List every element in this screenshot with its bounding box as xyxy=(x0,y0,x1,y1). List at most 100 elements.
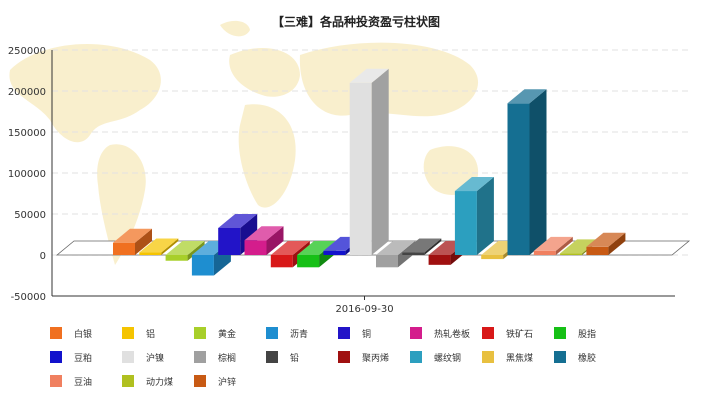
legend-label-19: 沪锌 xyxy=(218,376,236,388)
legend-item-7: 铁矿石 xyxy=(482,327,533,340)
legend-swatch-3 xyxy=(194,327,206,339)
bar-front-6 xyxy=(244,240,267,255)
world-map-watermark xyxy=(9,20,479,265)
legend-label-6: 热轧卷板 xyxy=(434,328,470,340)
legend-swatch-12 xyxy=(266,351,278,363)
y-tick-label-100000: 100000 xyxy=(8,169,46,180)
bar-side-10 xyxy=(371,68,389,255)
legend-item-6: 热轧卷板 xyxy=(410,327,470,340)
legend-label-2: 铝 xyxy=(146,328,155,340)
bar-17 xyxy=(533,236,573,255)
y-tick-label-250000: 250000 xyxy=(8,46,46,57)
legend-item-4: 沥青 xyxy=(266,327,308,340)
legend-swatch-11 xyxy=(194,351,206,363)
legend-item-15: 黑焦煤 xyxy=(482,351,533,364)
bar-front-13 xyxy=(428,255,451,265)
bar-front-3 xyxy=(165,255,188,261)
bar-19 xyxy=(586,232,626,255)
map-shape-1 xyxy=(97,144,146,265)
legend-swatch-15 xyxy=(482,351,494,363)
bar-side-17 xyxy=(555,236,573,255)
bar-16 xyxy=(507,89,547,255)
bar-top-17 xyxy=(533,236,573,251)
bar-top-12 xyxy=(402,238,442,253)
bar-2 xyxy=(139,238,179,255)
legend-label-18: 动力煤 xyxy=(146,376,173,388)
bar-side-3 xyxy=(187,241,205,261)
legend-item-12: 铅 xyxy=(266,351,299,364)
map-shape-4 xyxy=(299,42,479,117)
y-tick-label-0: 0 xyxy=(40,251,46,262)
bar-top-11 xyxy=(376,241,415,255)
bar-top-16 xyxy=(507,89,547,104)
bar-top-5 xyxy=(218,213,258,228)
legend-item-2: 铝 xyxy=(122,327,155,340)
legend-label-17: 豆油 xyxy=(74,376,92,388)
y-tick-label-50000: 50000 xyxy=(14,210,46,221)
legend-swatch-19 xyxy=(194,375,206,387)
legend-swatch-7 xyxy=(482,327,494,339)
bar-front-15 xyxy=(481,255,504,260)
y-tick-label-200000: 200000 xyxy=(8,87,46,98)
bar-14 xyxy=(454,177,494,255)
legend-label-16: 橡胶 xyxy=(578,352,596,364)
bar-front-4 xyxy=(191,255,214,276)
legend-item-17: 豆油 xyxy=(50,375,92,388)
legend-item-13: 聚丙烯 xyxy=(338,351,389,364)
legend-label-13: 聚丙烯 xyxy=(362,352,389,364)
legend-swatch-1 xyxy=(50,327,62,339)
legend-label-7: 铁矿石 xyxy=(506,328,533,340)
map-shape-5 xyxy=(423,146,479,195)
legend-label-4: 沥青 xyxy=(290,328,308,340)
bar-top-6 xyxy=(244,226,284,241)
legend-swatch-8 xyxy=(554,327,566,339)
legend-item-8: 股指 xyxy=(554,327,596,340)
map-shape-3 xyxy=(238,104,296,208)
bar-top-7 xyxy=(270,241,310,255)
legend-item-16: 橡胶 xyxy=(554,351,596,364)
bar-6 xyxy=(244,226,284,255)
legend-label-3: 黄金 xyxy=(218,328,236,340)
legend-swatch-6 xyxy=(410,327,422,339)
legend-swatch-4 xyxy=(266,327,278,339)
legend-swatch-2 xyxy=(122,327,134,339)
bar-side-6 xyxy=(266,226,284,255)
bar-top-14 xyxy=(454,177,494,192)
legend-swatch-13 xyxy=(338,351,350,363)
legend-item-14: 螺纹钢 xyxy=(410,351,461,364)
legend-item-1: 白银 xyxy=(50,327,92,340)
legend-label-8: 股指 xyxy=(578,328,596,340)
legend-item-9: 豆粕 xyxy=(50,351,92,364)
legend-label-14: 螺纹钢 xyxy=(434,352,461,364)
bar-side-5 xyxy=(240,213,258,255)
legend-item-3: 黄金 xyxy=(194,327,236,340)
bar-3 xyxy=(165,241,205,261)
bar-top-19 xyxy=(586,232,626,247)
legend-swatch-5 xyxy=(338,327,350,339)
legend-swatch-10 xyxy=(122,351,134,363)
bar-top-10 xyxy=(349,68,389,83)
bar-top-2 xyxy=(139,238,179,253)
bar-front-5 xyxy=(218,227,241,255)
bar-front-9 xyxy=(323,250,346,255)
x-tick-label: 2016-09-30 xyxy=(335,304,393,315)
bar-front-14 xyxy=(454,191,477,255)
legend-swatch-14 xyxy=(410,351,422,363)
legend-item-11: 棕榈 xyxy=(194,351,236,364)
bar-front-1 xyxy=(113,242,135,255)
bar-front-19 xyxy=(586,246,609,255)
chart-title: 【三难】各品种投资盈亏柱状图 xyxy=(272,14,440,29)
bar-top-3 xyxy=(165,241,205,255)
y-tick-label--50000: -50000 xyxy=(11,292,46,303)
y-tick-label-150000: 150000 xyxy=(8,128,46,139)
bar-1 xyxy=(113,228,152,255)
map-shape-0 xyxy=(9,43,161,143)
bar-5 xyxy=(218,213,258,255)
bar-top-8 xyxy=(297,241,337,255)
legend-label-12: 铅 xyxy=(290,352,299,364)
legend-label-9: 豆粕 xyxy=(74,352,92,364)
bar-front-2 xyxy=(139,252,162,255)
